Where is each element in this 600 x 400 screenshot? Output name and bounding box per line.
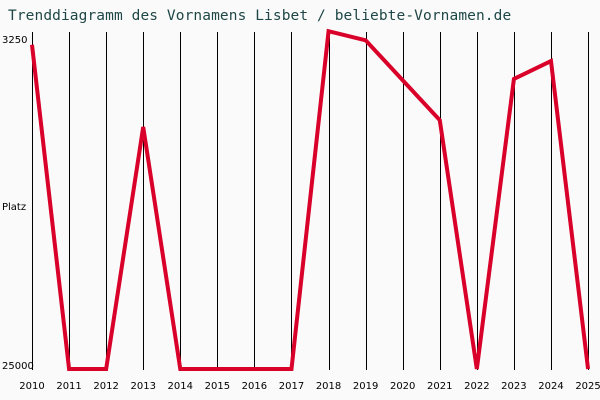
y-tick-top: 3250 <box>2 35 28 46</box>
x-tick-label: 2016 <box>241 381 268 392</box>
x-tick-label: 2017 <box>278 381 305 392</box>
x-tick-label: 2021 <box>427 381 453 392</box>
x-tick-label: 2015 <box>204 381 231 392</box>
x-tick-label: 2014 <box>167 381 193 392</box>
x-tick-label: 2013 <box>130 381 156 392</box>
trend-line <box>30 28 591 371</box>
x-tick-label: 2024 <box>538 381 564 392</box>
x-tick-label: 2011 <box>56 381 82 392</box>
x-tick-label: 2025 <box>575 381 600 392</box>
x-tick-label: 2019 <box>352 381 379 392</box>
x-tick-label: 2012 <box>93 381 119 392</box>
y-tick-bottom: 25000 <box>2 361 34 372</box>
x-tick-label: 2022 <box>464 381 490 392</box>
x-tick-label: 2023 <box>501 381 527 392</box>
x-tick-label: 2010 <box>19 381 45 392</box>
y-axis-label: Platz <box>2 202 27 213</box>
x-tick-label: 2020 <box>389 381 416 392</box>
x-tick-label: 2018 <box>315 381 342 392</box>
chart-title: Trenddiagramm des Vornamens Lisbet / bel… <box>8 8 512 24</box>
